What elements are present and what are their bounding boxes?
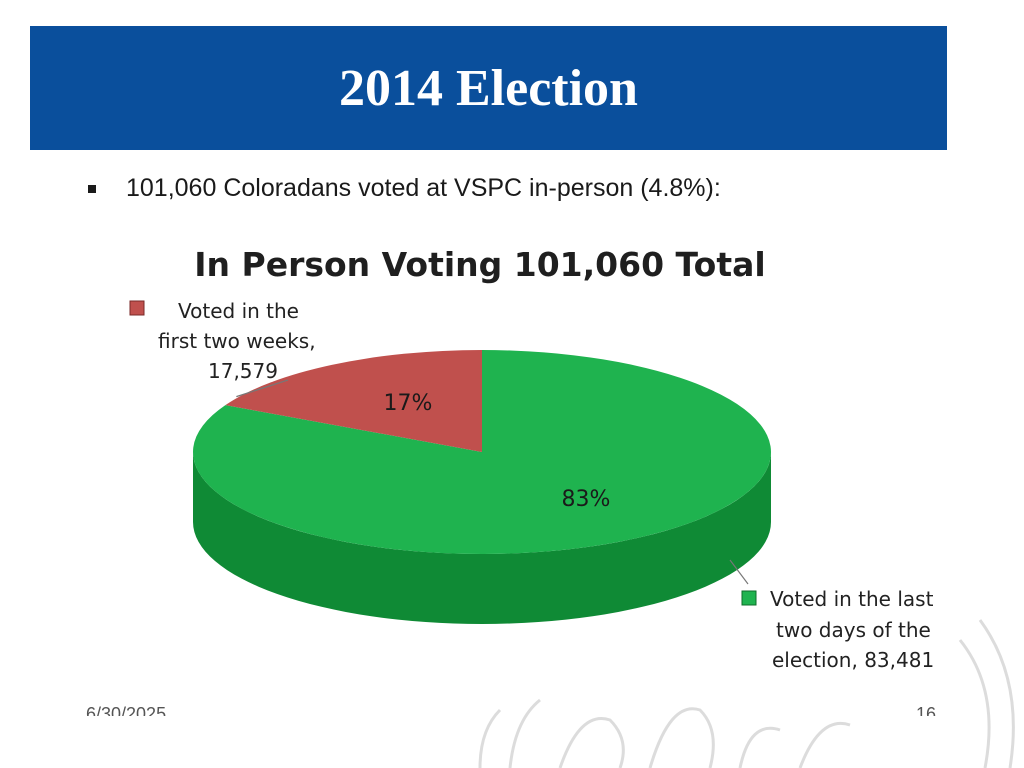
bullet-text: 101,060 Coloradans voted at VSPC in-pers… [126, 174, 721, 202]
legend-green-line1: Voted in the last [770, 587, 934, 611]
bullet-square-icon [88, 184, 96, 193]
legend-red-line3: 17,579 [208, 359, 278, 383]
pie-side-green [193, 452, 771, 624]
bullet-item: 101,060 Coloradans voted at VSPC in-pers… [88, 174, 721, 203]
legend-red-line2: first two weeks, [158, 329, 316, 353]
slice-label-green: 83% [562, 487, 611, 512]
pie-slice-red [225, 350, 482, 452]
legend-red-line1: Voted in the [178, 299, 299, 323]
legend-red-swatch [129, 300, 145, 316]
slice-label-red: 17% [384, 391, 433, 416]
footer-date: 6/30/2025 [86, 704, 167, 716]
leader-line-green [729, 559, 749, 585]
chart-title: In Person Voting 101,060 Total [194, 245, 765, 284]
legend-green-line2: two days of the [776, 618, 931, 642]
slide-title: 2014 Election [339, 59, 638, 117]
seal-watermark [478, 619, 1015, 768]
pie-slices [193, 350, 772, 624]
legend-green-swatch [741, 590, 757, 606]
page-number: 16 [916, 704, 937, 716]
leader-line-red [236, 379, 289, 398]
pie-slice-green [193, 350, 772, 555]
title-bar: 2014 Election [30, 26, 947, 150]
legend-green-line3: election, 83,481 [772, 648, 934, 672]
